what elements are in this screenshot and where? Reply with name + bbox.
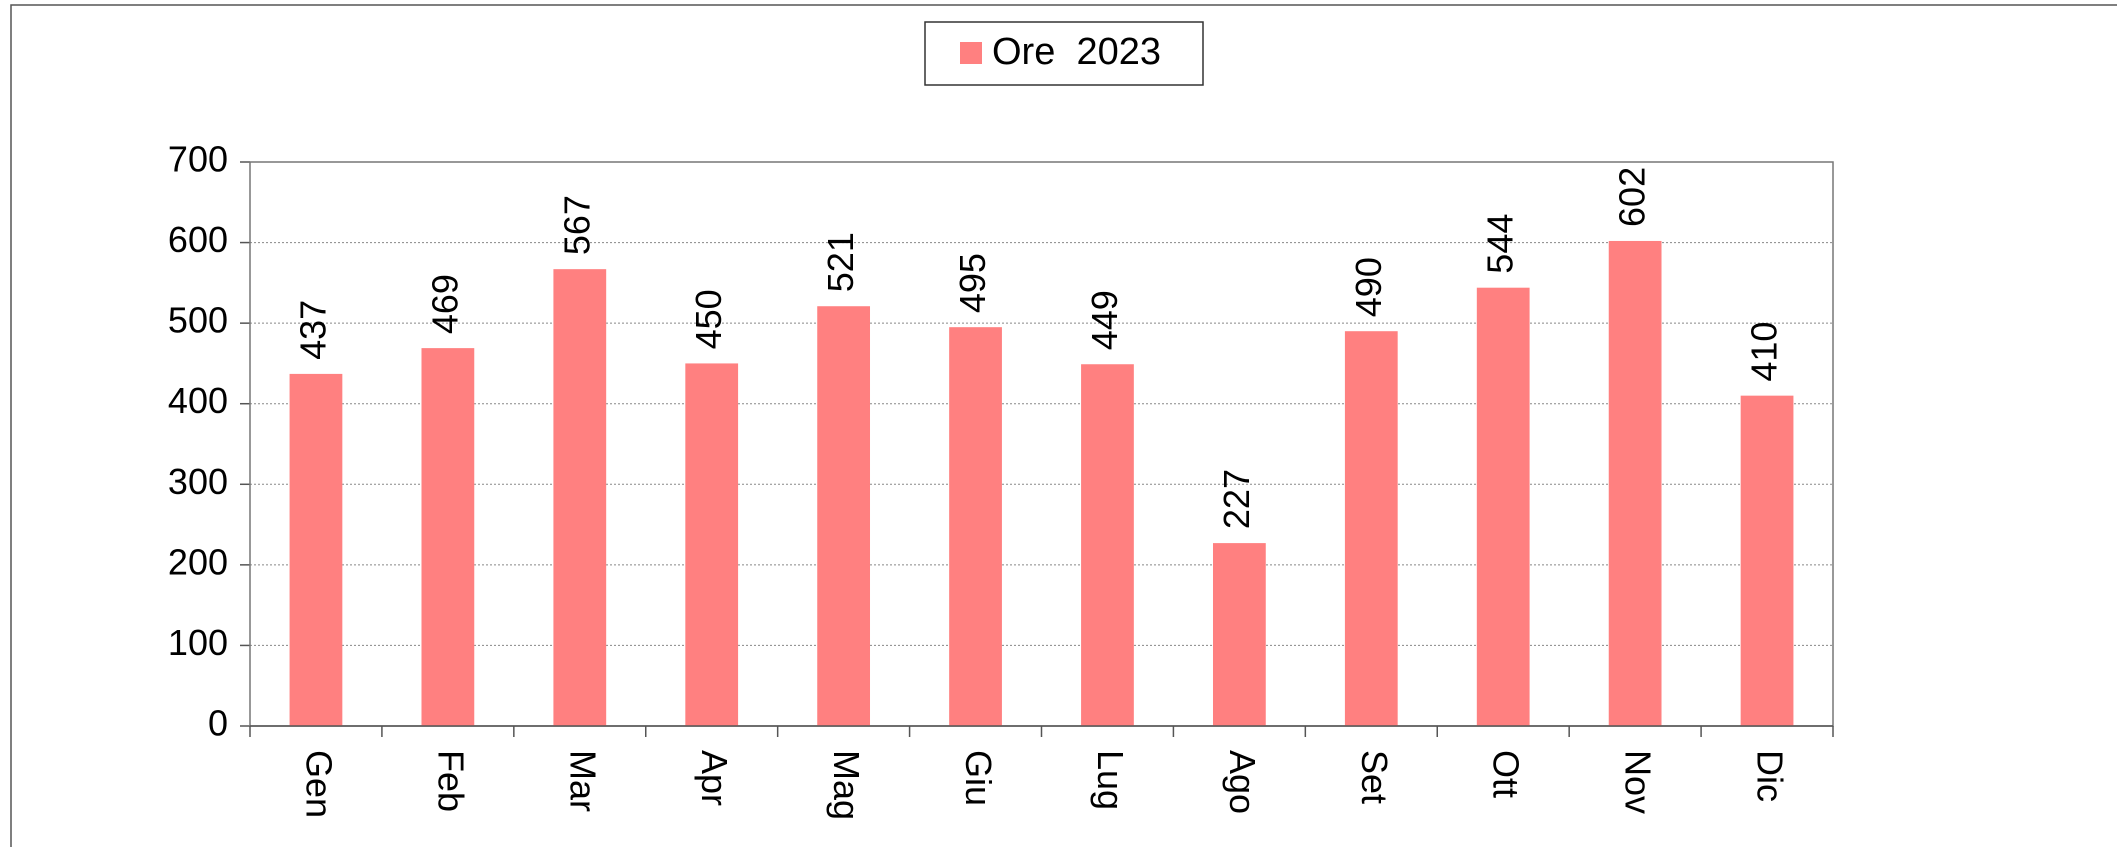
x-tick-label: Lug (1090, 750, 1131, 810)
y-tick-label: 300 (168, 461, 228, 502)
bar (289, 373, 343, 726)
data-label: 495 (952, 253, 993, 313)
bar (817, 306, 871, 726)
data-label: 227 (1216, 469, 1257, 529)
legend-label: Ore 2023 (992, 31, 1161, 73)
y-tick-label: 0 (208, 703, 228, 744)
x-tick-label: Giu (958, 750, 999, 806)
bar (1212, 543, 1266, 726)
data-label: 469 (424, 274, 465, 334)
y-tick-label: 600 (168, 219, 228, 260)
plot-area (250, 162, 1833, 726)
y-tick-label: 700 (168, 139, 228, 180)
y-tick-label: 400 (168, 380, 228, 421)
data-label: 602 (1612, 167, 1653, 227)
bar (1344, 331, 1398, 726)
x-tick-label: Feb (430, 750, 471, 812)
legend-swatch (960, 42, 982, 64)
data-label: 567 (556, 195, 597, 255)
data-label: 449 (1084, 290, 1125, 350)
x-tick-label: Ago (1222, 750, 1263, 814)
x-tick-label: Mag (826, 750, 867, 820)
data-label: 450 (688, 289, 729, 349)
data-label: 521 (820, 232, 861, 292)
x-tick-label: Apr (694, 750, 735, 806)
bar (685, 363, 739, 726)
x-tick-label: Gen (298, 750, 339, 818)
data-label: 437 (292, 300, 333, 360)
bar (421, 348, 475, 726)
bar (1740, 395, 1794, 726)
bar (1608, 240, 1662, 726)
data-label: 410 (1744, 322, 1785, 382)
bar (1081, 364, 1134, 726)
x-tick-label: Nov (1618, 750, 1659, 814)
y-tick-label: 500 (168, 300, 228, 341)
bar (1476, 287, 1530, 726)
x-tick-label: Ott (1486, 750, 1527, 798)
y-tick-label: 200 (168, 541, 228, 582)
x-tick-label: Dic (1750, 750, 1791, 802)
x-tick-label: Mar (562, 750, 603, 812)
y-tick-label: 100 (168, 622, 228, 663)
data-label: 544 (1480, 214, 1521, 274)
bar (949, 327, 1002, 726)
x-tick-label: Set (1354, 750, 1395, 804)
bar (553, 269, 607, 726)
data-label: 490 (1348, 257, 1389, 317)
